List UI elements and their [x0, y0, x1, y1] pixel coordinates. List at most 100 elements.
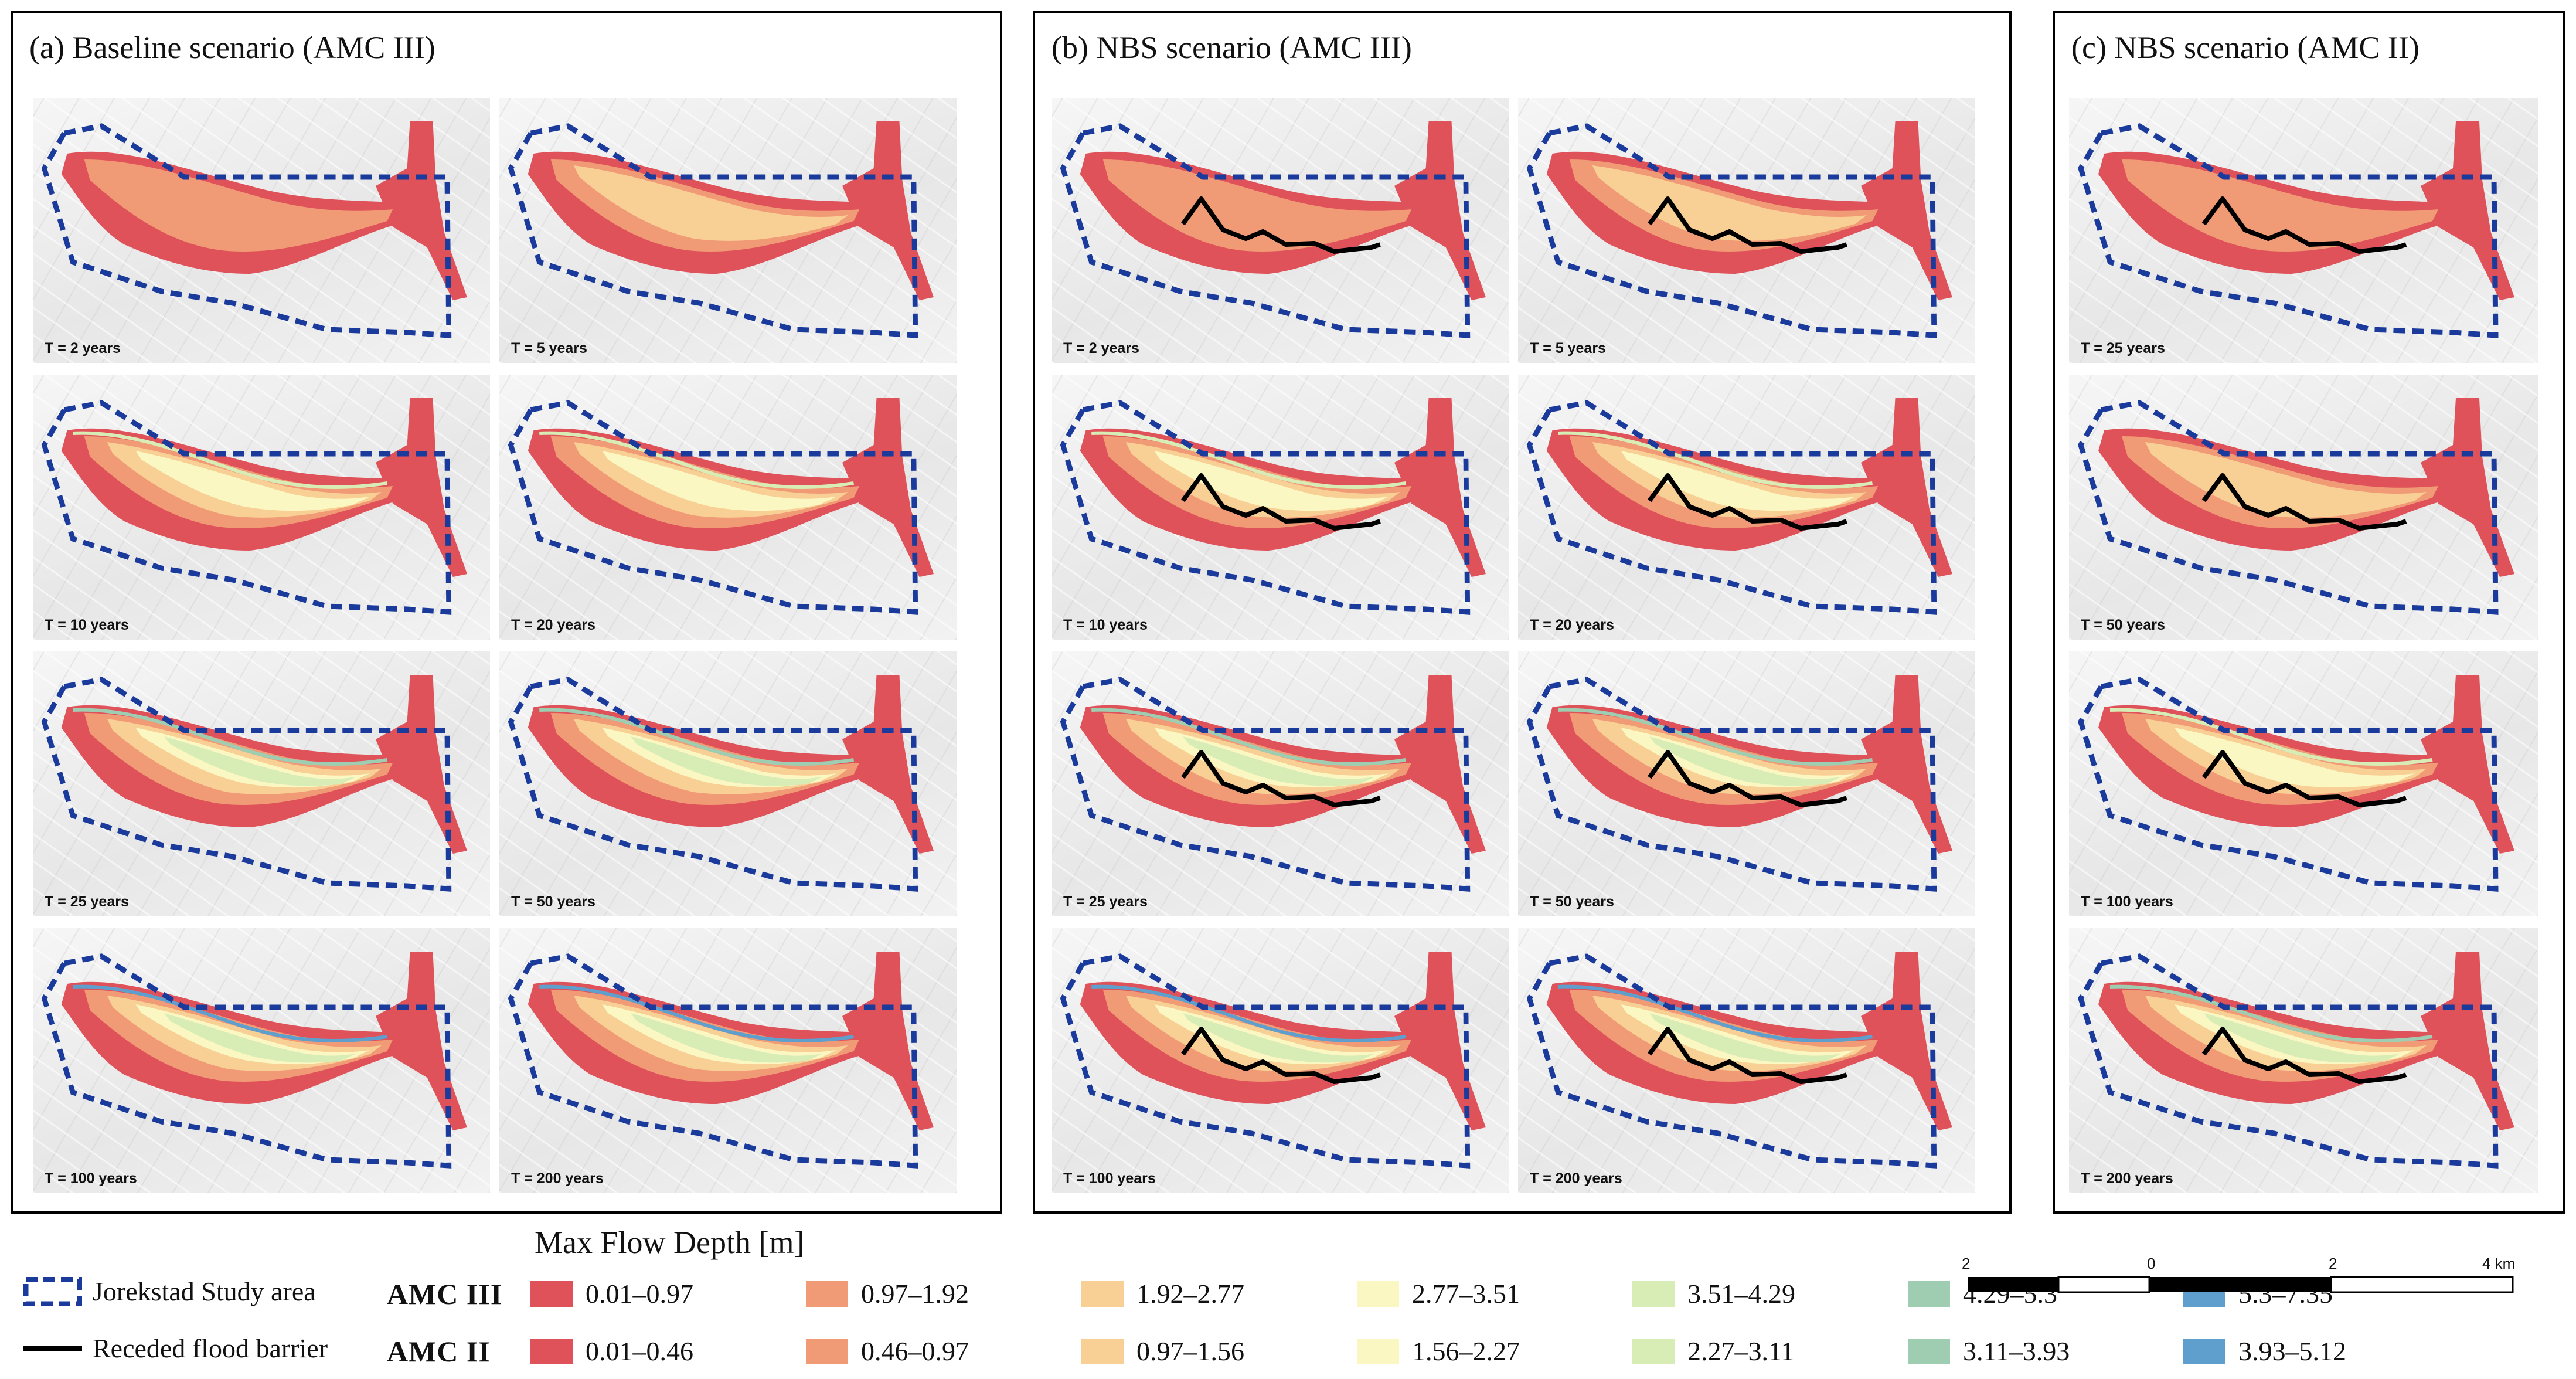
return-period-label: T = 10 years [1063, 617, 1148, 633]
depth-band [1621, 728, 1856, 788]
river-channel [1091, 708, 1406, 766]
class-range-label: 3.11–3.93 [1963, 1336, 2070, 1366]
flood-map: T = 200 years [499, 928, 957, 1193]
panel-a: (a) Baseline scenario (AMC III) T = 2 ye… [11, 11, 1002, 1214]
depth-band [164, 1013, 356, 1063]
tributary-extent [376, 398, 467, 577]
return-period-label: T = 100 years [1063, 1170, 1156, 1187]
depth-band [1154, 728, 1389, 788]
class-range-label: 0.97–1.56 [1136, 1336, 1244, 1366]
legend-class: 0.97–1.56 [1081, 1336, 1244, 1367]
flood-barrier-line [2201, 473, 2407, 531]
color-swatch [2183, 1338, 2225, 1364]
flood-map: T = 5 years [1518, 98, 1975, 363]
flood-depth-svg [1526, 121, 1952, 338]
scale-tick: 0 [2147, 1255, 2156, 1272]
flood-barrier-line [2201, 196, 2407, 254]
flood-depth-svg [1060, 121, 1486, 338]
depth-band [1621, 1004, 1856, 1065]
legend-class: 3.93–5.12 [2183, 1336, 2346, 1367]
panel-c: (c) NBS scenario (AMC II) T = 25 years T … [2053, 11, 2565, 1214]
amc3-label: AMC III [387, 1278, 503, 1310]
study-area-boundary [1060, 677, 1471, 892]
tributary-extent [842, 675, 934, 854]
flood-map: T = 20 years [499, 375, 957, 640]
flood-depth-svg [508, 675, 934, 892]
depth-band [1649, 1013, 1841, 1063]
depth-band [1183, 1013, 1374, 1063]
depth-band [1621, 451, 1856, 511]
return-period-label: T = 25 years [45, 894, 129, 910]
color-swatch [806, 1338, 848, 1364]
study-area-boundary [1526, 953, 1937, 1169]
class-range-label: 0.46–0.97 [861, 1336, 969, 1366]
color-swatch [1081, 1280, 1124, 1307]
flood-depth-svg [2078, 952, 2514, 1169]
flood-depth-svg [1060, 398, 1486, 615]
class-range-label: 1.92–2.77 [1136, 1279, 1244, 1309]
tributary-extent [842, 952, 934, 1130]
tributary-extent [1861, 121, 1952, 300]
tributary-extent [1861, 398, 1952, 577]
flood-depth-svg [1526, 675, 1952, 892]
depth-band [631, 736, 822, 786]
study-area-boundary [508, 677, 918, 892]
class-range-label: 2.77–3.51 [1412, 1279, 1520, 1309]
flood-map: T = 25 years [1052, 651, 1509, 916]
flood-map: T = 50 years [499, 651, 957, 916]
study-area-boundary [41, 123, 452, 338]
panel-title: (b) NBS scenario (AMC III) [1052, 30, 1412, 65]
scale-tick: 2 [2329, 1255, 2337, 1272]
flood-depth-svg [2078, 398, 2514, 615]
dashed-boundary-icon [23, 1276, 82, 1306]
amc2-label: AMC II [387, 1335, 491, 1368]
legend-class: 3.51–4.29 [1632, 1278, 1795, 1309]
tributary-extent [1861, 675, 1952, 854]
tributary-extent [842, 398, 934, 577]
flood-barrier-line [2201, 750, 2407, 807]
tributary-extent [376, 675, 467, 854]
legend-class: 2.27–3.11 [1632, 1336, 1794, 1367]
study-area-boundary [2078, 400, 2499, 615]
flood-map: T = 50 years [2069, 375, 2538, 640]
study-area-boundary [1060, 123, 1471, 338]
scale-tick: 4 km [2482, 1255, 2516, 1272]
depth-band [84, 159, 393, 252]
scale-bar: 2 0 2 4 km [1962, 1255, 2517, 1313]
flood-depth-svg [41, 675, 467, 892]
return-period-label: T = 20 years [1530, 617, 1614, 633]
depth-band [1592, 165, 1867, 241]
color-swatch [1357, 1280, 1399, 1307]
return-period-label: T = 50 years [2081, 617, 2165, 633]
scale-tick: 2 [1962, 1255, 1971, 1272]
flood-map: T = 100 years [1052, 928, 1509, 1193]
depth-band [135, 451, 370, 511]
river-channel [1558, 708, 1873, 766]
panel-title: (c) NBS scenario (AMC II) [2071, 30, 2420, 65]
study-area-boundary [1060, 400, 1471, 615]
return-period-label: T = 25 years [2081, 340, 2165, 356]
color-swatch [530, 1338, 573, 1364]
study-area-boundary [1526, 400, 1937, 615]
study-area-boundary [41, 400, 452, 615]
color-swatch [1908, 1280, 1950, 1307]
tributary-extent [1394, 398, 1486, 577]
depth-band [1649, 736, 1841, 786]
color-swatch [1632, 1338, 1675, 1364]
tributary-extent [2421, 121, 2514, 300]
river-channel [73, 984, 387, 1043]
flood-barrier-line [1648, 750, 1847, 807]
flood-depth-svg [1060, 952, 1486, 1169]
flood-map: T = 2 years [1052, 98, 1509, 363]
panel-b: (b) NBS scenario (AMC III) T = 2 years T … [1033, 11, 2012, 1214]
scale-segments [1968, 1276, 2514, 1293]
flood-barrier-line [1181, 196, 1381, 254]
return-period-label: T = 200 years [2081, 1170, 2173, 1187]
depth-band [135, 728, 370, 788]
color-swatch [1908, 1338, 1950, 1364]
depth-band [602, 1004, 837, 1065]
class-range-label: 2.27–3.11 [1687, 1336, 1795, 1366]
study-area-boundary [508, 400, 918, 615]
return-period-label: T = 10 years [45, 617, 129, 633]
river-channel [1091, 431, 1406, 490]
